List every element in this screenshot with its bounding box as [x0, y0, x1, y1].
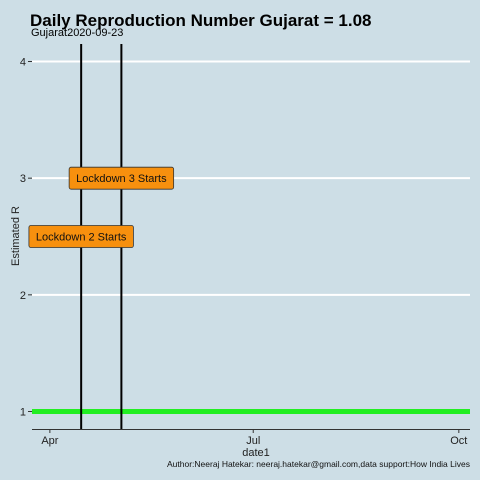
y-tick-label: 4: [20, 57, 26, 69]
annotation-text: Lockdown 3 Starts: [76, 173, 167, 185]
x-tick-label: Jul: [246, 435, 260, 447]
chart-caption: Author:Neeraj Hatekar: neeraj.hatekar@gm…: [167, 459, 470, 469]
annotation-text: Lockdown 2 Starts: [36, 232, 127, 244]
y-axis-label: Estimated R: [10, 206, 22, 266]
y-axis-ticks: 1 2 3 4: [20, 57, 32, 419]
annotation-box: [28, 225, 134, 248]
y-tick-label: 3: [20, 173, 26, 185]
chart-title: Daily Reproduction Number Gujarat = 1.08: [30, 11, 372, 30]
annotation-box: [68, 166, 175, 190]
chart-subtitle: Gujarat2020-09-23: [31, 27, 123, 39]
annotation-label: Lockdown 3 Starts: [68, 166, 175, 190]
annotation-layer: Lockdown 2 Starts Lockdown 3 Starts: [28, 166, 175, 248]
y-tick-label: 1: [20, 407, 26, 419]
x-axis-label: date1: [242, 447, 270, 459]
x-axis-ticks: Apr Jul Oct: [41, 429, 467, 447]
y-tick-label: 2: [20, 290, 26, 302]
x-tick-label: Oct: [450, 435, 467, 447]
annotation-label: Lockdown 2 Starts: [28, 225, 134, 248]
x-tick-label: Apr: [41, 435, 58, 447]
